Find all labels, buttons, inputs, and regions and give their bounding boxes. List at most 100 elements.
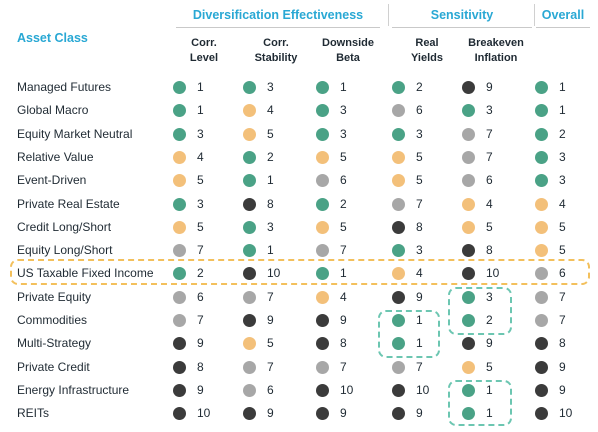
column-header-line: Inflation [474, 52, 518, 64]
rank-value: 8 [486, 243, 493, 258]
rank-value: 3 [486, 103, 493, 118]
group-underline-overall [536, 27, 590, 28]
rank-dot-orange [243, 127, 256, 141]
table-row: US Taxable Fixed Income 2 10 1 4 10 6 [0, 262, 598, 285]
rank-value: 2 [559, 126, 566, 141]
rank-value: 1 [416, 313, 423, 327]
rank-value: 6 [486, 173, 493, 188]
rank-dot-black [316, 337, 329, 351]
rank-value: 10 [340, 382, 354, 397]
rank-dot-green [173, 104, 186, 118]
rank-dot-green [316, 81, 329, 94]
column-header-line: Real [415, 37, 439, 49]
rank-dot-green [462, 290, 475, 304]
table-row: Private Credit 8 7 7 7 5 9 [0, 356, 598, 379]
rank-dot-orange [535, 197, 548, 211]
rank-dot-green [535, 150, 548, 164]
rank-value: 5 [197, 219, 204, 234]
rank-value: 7 [197, 313, 204, 327]
rank-value: 5 [559, 219, 566, 234]
rank-value: 1 [197, 80, 204, 94]
column-header-line: Level [189, 52, 219, 64]
asset-class-label: Relative Value [17, 149, 94, 164]
rank-dot-orange [316, 290, 329, 304]
rank-value: 7 [486, 149, 493, 164]
rank-value: 3 [486, 289, 493, 304]
rank-dot-black [392, 220, 405, 234]
rank-value: 6 [197, 289, 204, 304]
rank-value: 4 [267, 103, 274, 118]
rank-value: 3 [267, 80, 274, 94]
rank-value: 3 [416, 126, 423, 141]
rank-dot-gray [316, 244, 329, 258]
asset-class-label: Event-Driven [17, 173, 87, 188]
rank-dot-green [535, 104, 548, 118]
rank-value: 8 [267, 196, 274, 211]
rank-value: 7 [559, 289, 566, 304]
asset-class-label: Multi-Strategy [17, 336, 92, 351]
rank-dot-gray [173, 314, 186, 327]
asset-class-header: Asset Class [17, 31, 88, 45]
table-row: Relative Value 4 2 5 5 7 3 [0, 146, 598, 169]
rank-dot-orange [173, 220, 186, 234]
rank-dot-green [462, 314, 475, 327]
asset-class-label: Credit Long/Short [17, 219, 112, 234]
rank-value: 6 [340, 173, 347, 188]
rank-value: 3 [559, 149, 566, 164]
rank-dot-orange [243, 337, 256, 351]
rank-value: 3 [267, 219, 274, 234]
asset-class-label: Global Macro [17, 103, 89, 118]
column-header-line: Downside [322, 37, 374, 49]
rank-dot-green [462, 383, 475, 397]
rank-dot-green [535, 127, 548, 141]
rank-dot-gray [462, 150, 475, 164]
rank-dot-black [392, 383, 405, 397]
table-row: REITs 10 9 9 9 1 10 [0, 402, 598, 425]
column-header-line: Corr. [263, 37, 289, 49]
rank-value: 5 [416, 173, 423, 188]
rank-value: 9 [340, 313, 347, 327]
rank-dot-gray [173, 290, 186, 304]
rank-value: 5 [559, 243, 566, 258]
rank-value: 7 [416, 359, 423, 374]
rank-value: 5 [486, 219, 493, 234]
rank-value: 5 [486, 359, 493, 374]
rank-dot-black [535, 383, 548, 397]
asset-class-label: Private Real Estate [17, 196, 120, 211]
rank-value: 2 [267, 149, 274, 164]
rank-dot-gray [462, 127, 475, 141]
rank-dot-black [462, 267, 475, 281]
rank-value: 7 [340, 243, 347, 258]
rank-dot-green [392, 314, 405, 327]
rank-dot-black [243, 314, 256, 327]
rank-value: 8 [340, 336, 347, 351]
rank-dot-black [316, 383, 329, 397]
asset-class-label: REITs [17, 406, 50, 421]
rank-value: 1 [340, 266, 347, 281]
column-header-corr-stability: Corr. Stability [240, 36, 312, 66]
rank-value: 1 [267, 173, 274, 188]
asset-class-label: Private Credit [17, 359, 90, 374]
rank-dot-gray [462, 174, 475, 188]
rank-value: 1 [559, 80, 566, 94]
asset-class-label: Commodities [17, 313, 88, 327]
rank-dot-gray [173, 244, 186, 258]
rank-dot-green [316, 197, 329, 211]
rank-value: 5 [340, 149, 347, 164]
rank-dot-black [173, 337, 186, 351]
rank-dot-green [316, 127, 329, 141]
rank-dot-green [462, 407, 475, 421]
rank-value: 1 [486, 382, 493, 397]
rank-value: 7 [416, 196, 423, 211]
rank-dot-black [243, 267, 256, 281]
table-row: Private Real Estate 3 8 2 7 4 4 [0, 193, 598, 216]
column-header-line: Stability [254, 52, 298, 64]
rank-dot-green [173, 127, 186, 141]
rank-dot-green [462, 104, 475, 118]
table-row: Private Equity 6 7 4 9 3 7 [0, 286, 598, 309]
rank-dot-black [392, 407, 405, 421]
rank-dot-orange [392, 174, 405, 188]
rank-value: 3 [197, 126, 204, 141]
rank-dot-green [392, 127, 405, 141]
rank-value: 7 [559, 313, 566, 327]
